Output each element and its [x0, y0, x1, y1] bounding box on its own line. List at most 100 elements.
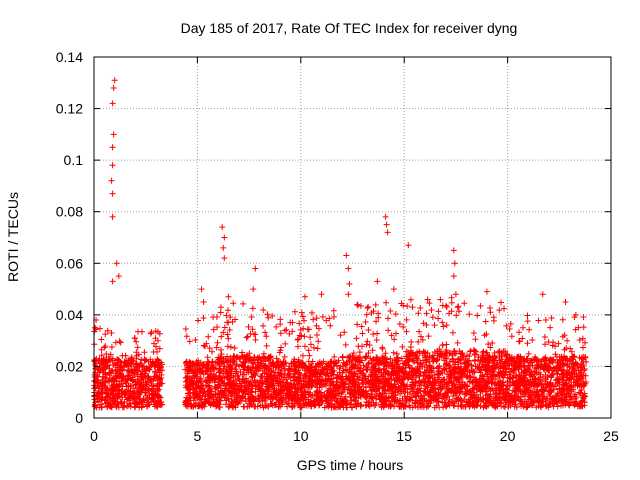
data-point: [462, 391, 469, 398]
data-point: [221, 234, 228, 241]
data-point: [216, 362, 223, 369]
data-point: [240, 366, 247, 373]
data-point: [131, 335, 138, 342]
data-point: [256, 365, 263, 372]
data-point: [273, 374, 280, 381]
data-point: [383, 299, 390, 306]
data-point: [184, 373, 191, 380]
data-point: [109, 213, 116, 220]
data-point: [99, 395, 106, 402]
data-point: [301, 317, 308, 324]
data-point: [203, 367, 210, 374]
data-point: [197, 367, 204, 374]
data-point: [233, 368, 240, 375]
data-point: [117, 339, 124, 346]
data-point: [346, 280, 353, 287]
data-point: [124, 395, 131, 402]
data-point: [151, 368, 158, 375]
data-point: [260, 350, 267, 357]
data-point: [564, 337, 571, 344]
data-point: [230, 358, 237, 365]
data-point: [182, 401, 189, 408]
data-point: [135, 351, 142, 358]
data-point: [98, 336, 105, 343]
data-point: [435, 308, 442, 315]
data-point: [495, 348, 502, 355]
data-point: [356, 349, 363, 356]
data-point: [186, 338, 193, 345]
data-point: [281, 327, 288, 334]
data-point: [373, 336, 380, 343]
data-point: [208, 399, 215, 406]
data-point: [158, 375, 165, 382]
data-point: [362, 319, 369, 326]
data-point: [186, 394, 193, 401]
data-point: [112, 362, 119, 369]
data-point: [232, 377, 239, 384]
data-point: [407, 296, 414, 303]
data-point: [116, 338, 123, 345]
data-point: [125, 367, 132, 374]
x-tick-label: 20: [500, 428, 516, 444]
data-point: [133, 361, 140, 368]
data-point: [259, 402, 266, 409]
y-tick-label: 0.04: [56, 307, 83, 323]
data-point: [229, 318, 236, 325]
data-point: [354, 301, 361, 308]
data-point: [562, 298, 569, 305]
data-point: [428, 307, 435, 314]
data-point: [490, 317, 497, 324]
data-point: [217, 388, 224, 395]
data-point: [126, 359, 133, 366]
data-point: [281, 353, 288, 360]
data-point: [215, 369, 222, 376]
y-tick-label: 0.12: [56, 101, 83, 117]
data-point: [370, 331, 377, 338]
data-point: [580, 324, 587, 331]
data-point: [524, 318, 531, 325]
data-point: [302, 343, 309, 350]
data-point: [245, 378, 252, 385]
data-point: [227, 344, 234, 351]
data-point: [216, 358, 223, 365]
data-point: [139, 368, 146, 375]
data-point: [224, 307, 231, 314]
data-point: [470, 329, 477, 336]
x-tick-label: 10: [293, 428, 309, 444]
data-point: [201, 343, 208, 350]
data-point: [364, 305, 371, 312]
data-point: [451, 260, 458, 267]
data-point: [369, 394, 376, 401]
data-point: [268, 372, 275, 379]
data-point: [291, 308, 298, 315]
data-point: [104, 327, 111, 334]
data-point: [396, 320, 403, 327]
data-point: [262, 329, 269, 336]
data-point: [182, 325, 189, 332]
data-point: [526, 326, 533, 333]
data-point: [230, 403, 237, 410]
data-point: [152, 328, 159, 335]
data-point: [450, 273, 457, 280]
data-point: [125, 368, 132, 375]
data-point: [233, 354, 240, 361]
data-point: [158, 359, 165, 366]
data-point: [231, 390, 238, 397]
data-point: [345, 291, 352, 298]
data-point: [207, 365, 214, 372]
data-point: [483, 288, 490, 295]
data-point: [339, 354, 346, 361]
data-point: [235, 392, 242, 399]
data-point: [143, 365, 150, 372]
data-point: [472, 336, 479, 343]
data-point: [220, 359, 227, 366]
data-point: [452, 291, 459, 298]
data-point: [184, 383, 191, 390]
data-point: [119, 352, 126, 359]
data-point: [227, 368, 234, 375]
data-point: [431, 322, 438, 329]
data-point: [111, 77, 118, 84]
data-point: [252, 265, 259, 272]
data-point: [341, 329, 348, 336]
